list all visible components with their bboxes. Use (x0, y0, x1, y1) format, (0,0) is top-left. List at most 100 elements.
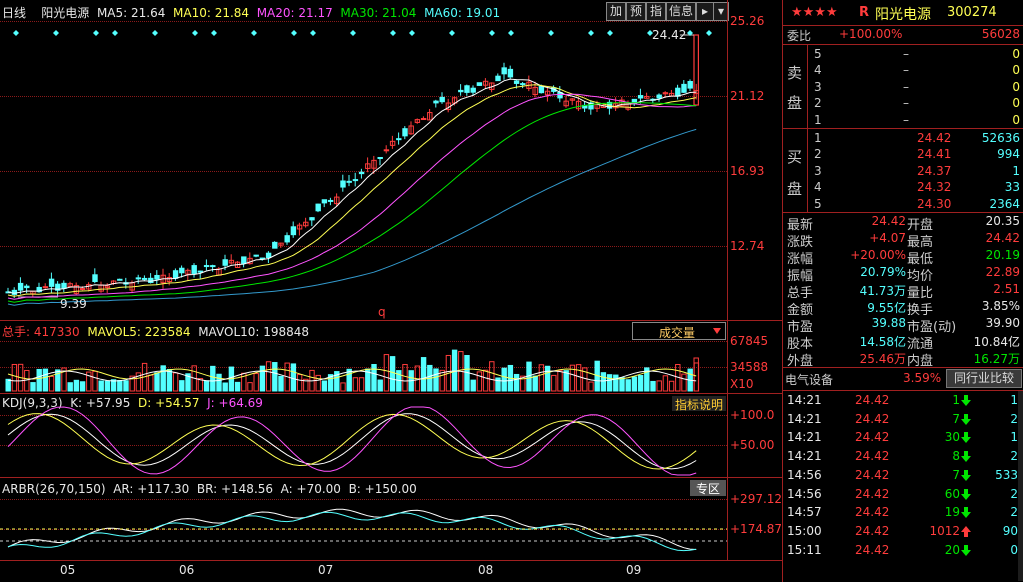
volume-bar (160, 365, 166, 392)
volume-bar (185, 373, 191, 392)
arbr-a-value: A: +70.00 (280, 482, 341, 496)
chevron-down-icon (713, 328, 721, 334)
stat-value: 20.79% (860, 265, 906, 279)
tick-time: 14:21 (787, 411, 822, 426)
bid-level-price: 24.30 (917, 196, 952, 211)
candle-body (520, 83, 526, 86)
volume-bar (210, 365, 216, 392)
tick-volume: 19 (944, 505, 960, 520)
ma5-value: MA5: 21.64 (96, 6, 166, 20)
tick-time: 14:21 (787, 449, 822, 464)
ticks-scrollbar[interactable] (1018, 391, 1023, 581)
signal-diamond (350, 30, 356, 36)
zone-button[interactable]: 专区 (690, 480, 726, 496)
mavol10-value: MAVOL10: 198848 (198, 325, 310, 339)
volume-bar (693, 357, 699, 392)
candle-body (303, 221, 309, 227)
signal-diamond (13, 30, 19, 36)
forecast-button[interactable]: 预 (626, 2, 646, 21)
bid-level-price: 24.37 (917, 163, 952, 178)
tick-row: 14:56 24.42 7 533 (783, 467, 1023, 485)
volume-bar (296, 374, 303, 392)
ask-side-top: 卖 (787, 64, 803, 82)
high-annotation: 24.42 (652, 28, 687, 42)
candle-body (644, 95, 650, 99)
stat-row: 外盘 25.46万 内盘 16.27万 (783, 349, 1023, 369)
arrow-down-icon (961, 432, 971, 446)
add-button[interactable]: 加 (606, 2, 626, 21)
volume-bar (67, 382, 73, 392)
stat-label: 市盈(动) (907, 320, 957, 335)
candle-body (327, 199, 334, 202)
ask-side-bottom: 盘 (787, 94, 803, 112)
chart-area[interactable]: 日线 阳光电源 MA5: 21.64 MA10: 21.84 MA20: 21.… (0, 0, 782, 582)
signal-diamond (409, 30, 415, 36)
volume-chart[interactable] (0, 338, 727, 393)
ask-level-row: 4 – 0 (783, 62, 1023, 80)
candle-body (265, 252, 272, 259)
ask-level-row: 3 – 0 (783, 79, 1023, 97)
tick-count: 90 (1002, 523, 1018, 538)
tick-volume: 1012 (929, 523, 960, 538)
arbr-chart[interactable] (0, 495, 727, 560)
tick-price: 24.42 (855, 430, 890, 445)
info-button[interactable]: 信息 (666, 2, 696, 21)
indicator-button[interactable]: 指 (646, 2, 666, 21)
tick-time: 14:56 (787, 467, 822, 482)
volume-bar (575, 364, 582, 392)
volume-bar (61, 367, 67, 392)
divider (783, 390, 1023, 391)
volume-bar (656, 380, 662, 392)
volume-bar (600, 372, 607, 392)
arrow-down-icon (961, 413, 971, 428)
stock-name-label: 阳光电源 (41, 6, 90, 20)
tick-count: 533 (995, 467, 1018, 482)
stat-value: 24.42 (985, 231, 1020, 245)
stat-row: 股本 14.58亿 流通 10.84亿 (783, 332, 1023, 352)
indicator-selector[interactable]: 成交量 (632, 322, 726, 340)
bid-level-price: 24.32 (917, 180, 952, 195)
tick-time: 14:21 (787, 393, 822, 407)
indicator-help-button[interactable]: 指标说明 (672, 396, 726, 412)
dropdown-icon[interactable]: ▾ (713, 2, 729, 21)
stat-label: 金额 (787, 303, 814, 318)
volume-bar (532, 375, 538, 392)
bid-level-volume: 2364 (989, 196, 1020, 211)
stat-label: 最高 (907, 235, 934, 250)
volume-bar (389, 356, 396, 392)
volume-bar (42, 368, 49, 392)
month-label: 08 (478, 563, 494, 577)
arbr-br-value: BR: +148.56 (196, 482, 274, 496)
stat-label: 振幅 (787, 269, 814, 284)
order-ratio-diff: 56028 (981, 27, 1020, 41)
divider (783, 25, 1023, 26)
divider (783, 128, 1023, 129)
bid-side-top: 买 (787, 148, 803, 166)
candle-body (179, 267, 185, 274)
industry-compare-button[interactable]: 同行业比较 (946, 369, 1022, 388)
stat-value: 10.84亿 (973, 335, 1020, 349)
bid-side-bottom: 盘 (787, 180, 803, 198)
signal-diamond (687, 30, 693, 36)
candle-body (408, 125, 414, 135)
arbr-tick: +174.87 (730, 522, 783, 536)
ask-level-number: 3 (814, 79, 822, 94)
candle-body (402, 128, 408, 137)
stat-label: 股本 (787, 337, 814, 352)
candlestick-chart[interactable] (0, 0, 727, 320)
signal-diamond (588, 30, 594, 36)
tick-row: 15:11 24.42 20 0 (783, 542, 1023, 560)
signal-diamond (152, 30, 158, 36)
ma20-value: MA20: 21.17 (256, 6, 333, 20)
volume-bar (36, 368, 42, 392)
kdj-chart[interactable] (0, 405, 727, 477)
volume-bar (247, 382, 253, 392)
volume-bar (321, 380, 328, 392)
volume-bar (625, 379, 631, 392)
volume-bar (148, 374, 154, 392)
candle-body (253, 254, 259, 257)
volume-bar (569, 364, 576, 392)
volume-bar (501, 367, 507, 392)
volume-bar (172, 372, 179, 392)
candle-body (272, 241, 278, 249)
